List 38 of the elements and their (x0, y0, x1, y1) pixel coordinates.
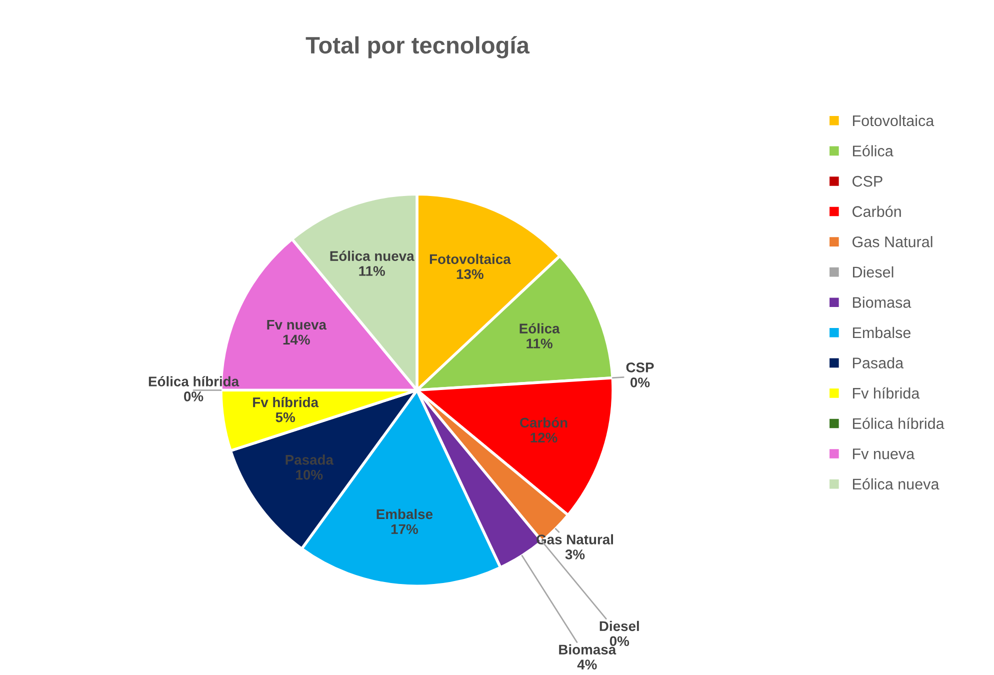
slice-label: Pasada (286, 454, 334, 465)
legend-label: Eólica híbrida (853, 418, 944, 429)
slice-label: Embalse (376, 508, 433, 520)
category-label: Diesel (600, 620, 639, 632)
data-label: 17% (391, 524, 418, 534)
slice-label: Fv híbrida (253, 396, 319, 408)
legend-label: Fv nueva (853, 448, 915, 460)
legend-label: Embalse (853, 326, 911, 338)
legend-label: Diesel (853, 266, 894, 278)
category-label: CSP (626, 362, 654, 372)
data-label: 14% (283, 334, 310, 345)
data-label: 12% (530, 432, 558, 443)
legend-label: Pasada (853, 357, 904, 368)
legend-label: Carbón (852, 206, 901, 217)
data-label: 13% (456, 269, 484, 280)
data-label: 5% (276, 412, 296, 422)
legend-label: Fotovoltaica (853, 114, 934, 126)
data-label: 4% (577, 660, 597, 670)
slice-label: Eólica (520, 323, 560, 334)
text: 0% (184, 392, 204, 402)
legend-label: CSP (852, 176, 882, 187)
legend-label: Gas Natural (852, 236, 932, 248)
data-label: 11% (526, 338, 552, 348)
legend-label: Fv híbrida (853, 387, 920, 399)
slice-label: Fotovoltaica (430, 254, 511, 264)
text: 0% (630, 377, 650, 388)
chart-title: Total por tecnología (306, 36, 530, 58)
slice-label: Biomasa (559, 644, 616, 655)
slice-label: Fv nueva (267, 320, 327, 330)
legend-label: Eólica (853, 145, 894, 156)
slice-label: Carbón (520, 417, 568, 428)
data-label: 3% (565, 550, 585, 560)
data-label: 10% (296, 470, 323, 480)
legend-label: Eólica nueva (853, 478, 940, 490)
slice-label: Eólica nueva (330, 250, 414, 261)
data-label: 11% (359, 266, 385, 276)
text: 0% (610, 636, 630, 646)
legend-label: Biomasa (853, 296, 912, 308)
